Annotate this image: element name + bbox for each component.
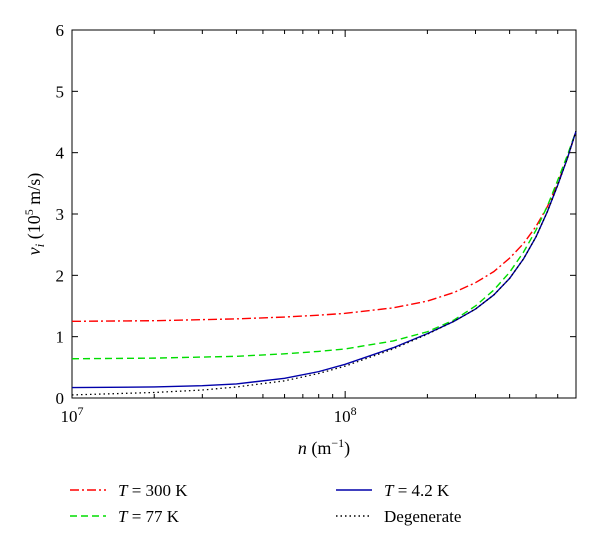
legend: T = 300 K T = 77 K T = 4.2 K Degenerate bbox=[70, 481, 461, 526]
legend-label-deg: Degenerate bbox=[384, 507, 461, 526]
series-layer bbox=[71, 130, 577, 396]
y-tick-label-3: 3 bbox=[56, 205, 65, 224]
series-line-t77 bbox=[71, 130, 577, 360]
series-line-t42 bbox=[71, 130, 577, 389]
y-axis-label: vi (105 m/s) bbox=[22, 173, 47, 256]
series-line-t300 bbox=[71, 130, 577, 323]
y-tick-label-4: 4 bbox=[56, 144, 65, 163]
plot-area-frame bbox=[71, 29, 577, 399]
y-tick-label-0: 0 bbox=[56, 389, 65, 408]
y-tick-label-2: 2 bbox=[56, 266, 65, 285]
y-axis-ticks: 0 1 2 3 4 5 6 bbox=[56, 21, 576, 408]
x-tick-label-0: 107 bbox=[61, 404, 84, 426]
y-tick-label-1: 1 bbox=[56, 328, 65, 347]
y-tick-label-6: 6 bbox=[56, 21, 65, 40]
legend-label-t300: T = 300 K bbox=[118, 481, 188, 500]
legend-label-t42: T = 4.2 K bbox=[384, 481, 450, 500]
legend-label-t77: T = 77 K bbox=[118, 507, 180, 526]
x-axis-label: n (m−1) bbox=[298, 436, 350, 459]
y-tick-label-5: 5 bbox=[56, 82, 65, 101]
series-line-deg bbox=[71, 131, 577, 396]
x-axis-ticks: 107 108 bbox=[61, 30, 577, 426]
x-tick-label-1: 108 bbox=[334, 404, 357, 426]
